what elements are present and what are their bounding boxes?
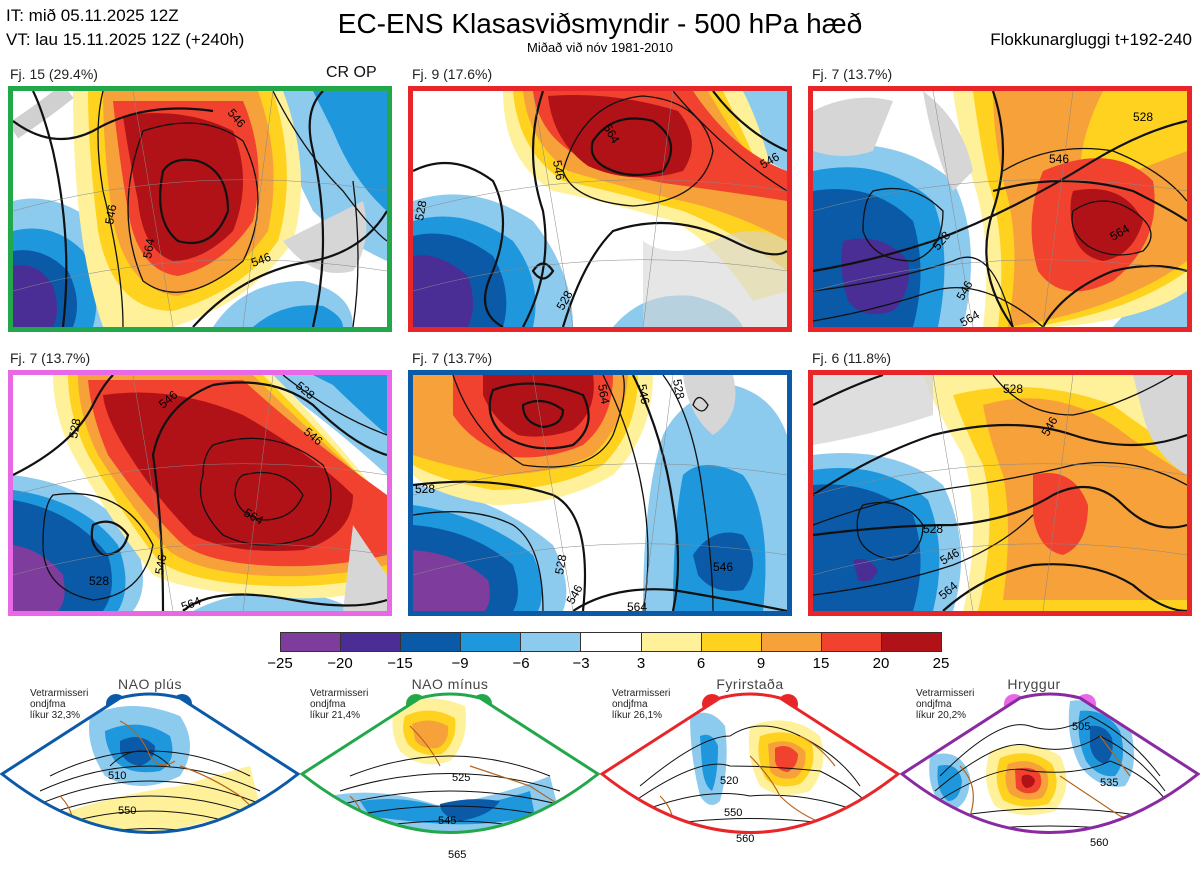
regime-blocking: Fyrirstaða Vetrarmisseri ondjfma líkur 2… [600,676,900,871]
regime-months: ondjfma [310,699,346,710]
regime-info: Vetrarmisseri ondjfma líkur 21,4% [310,688,368,721]
regime-title: Hryggur [1007,676,1061,692]
regime-contour-label: 510 [108,770,126,782]
colorbar-bin [641,633,702,651]
contour-label: 528 [552,553,569,575]
regime-contour-label: 525 [452,772,470,784]
colorbar-tick: 15 [812,655,830,672]
regime-season: Vetrarmisseri [612,688,671,699]
regime-info: Vetrarmisseri ondjfma líkur 26,1% [612,688,670,721]
colorbar-tick: 20 [872,655,890,672]
colorbar-bin [881,633,942,651]
colorbar-bin [701,633,762,651]
cluster-5-label: Fj. 7 (13.7%) [412,350,493,366]
contour-label: 546 [550,159,567,181]
contour-label: 546 [1049,152,1069,166]
regime-ridge: Hryggur Vetrarmisseri ondjfma líkur 20,2… [900,676,1200,871]
colorbar-bin [761,633,822,651]
cluster-3-label: Fj. 7 (13.7%) [812,66,893,82]
regime-months: ondjfma [30,699,66,710]
contour-label: 564 [595,383,612,405]
regime-prob: líkur 21,4% [310,710,361,721]
colorbar-bin [521,633,582,651]
contour-label: 528 [413,199,429,221]
colorbar-tick: −9 [451,655,469,672]
contour-label: 528 [66,417,83,439]
colorbar-tick: 25 [932,655,950,672]
regime-nao-minus: NAO mínus Vetrarmisseri ondjfma líkur 21… [300,676,600,871]
contour-label: 528 [415,482,435,496]
regime-info: Vetrarmisseri ondjfma líkur 32,3% [30,688,88,721]
regime-contour-label: 550 [724,807,742,819]
regime-months: ondjfma [916,699,952,710]
cluster-6-map: 528 528 546 546 564 [808,370,1192,616]
contour-label: 528 [670,378,687,400]
cluster-4-label: Fj. 7 (13.7%) [10,350,91,366]
contour-label: 528 [923,522,943,536]
contour-label: 564 [140,237,157,259]
regime-contour-label: 505 [1072,721,1090,733]
colorbar-bin [461,633,522,651]
regime-contour-label: 535 [1100,777,1118,789]
anomaly-colorbar [280,632,942,652]
colorbar-bin [341,633,402,651]
regime-months: ondjfma [612,699,648,710]
colorbar-tick: 9 [756,655,766,672]
regime-title: Fyrirstaða [716,676,784,692]
contour-label: 564 [179,594,203,611]
colorbar-tick: −6 [512,655,530,672]
regime-contour-label: 520 [720,775,738,787]
contour-label: 546 [713,560,733,574]
regime-contour-label: 560 [1090,837,1108,849]
page-subtitle: Miðað við nóv 1981-2010 [527,40,673,55]
contour-label: 528 [1003,382,1023,396]
cluster-2-map: 564 546 546 528 528 [408,86,792,332]
regime-title: NAO mínus [411,676,489,692]
valid-time: VT: lau 15.11.2025 12Z (+240h) [6,30,245,49]
init-time: IT: mið 05.11.2025 12Z [6,6,179,25]
regime-nao-plus: NAO plús Vetrarmisseri ondjfma líkur 32,… [0,676,300,871]
regime-prob: líkur 26,1% [612,710,663,721]
colorbar-tick: −3 [572,655,590,672]
cluster-1-label: Fj. 15 (29.4%) [10,66,98,82]
regime-prob: líkur 20,2% [916,710,967,721]
contour-label: 546 [152,553,169,575]
cluster-1-tag: CR OP [326,64,377,81]
regime-info: Vetrarmisseri ondjfma líkur 20,2% [916,688,974,721]
cluster-3-map: 528 546 564 528 546 564 [808,86,1192,332]
cluster-5-map: 528 528 546 546 564 564 546 528 [408,370,792,616]
contour-label: 528 [1133,110,1153,124]
regime-title: NAO plús [118,676,182,692]
regime-season: Vetrarmisseri [916,688,975,699]
colorbar-tick: −15 [387,655,413,672]
cluster-4-map: 528 528 546 546 564 528 546 564 [8,370,392,616]
colorbar-tick: −25 [267,655,293,672]
header-run-times: IT: mið 05.11.2025 12Z VT: lau 15.11.202… [6,4,244,52]
contour-label: 546 [635,383,652,405]
regime-season: Vetrarmisseri [30,688,89,699]
colorbar-bin [401,633,462,651]
colorbar-bin [821,633,882,651]
contour-label: 546 [102,203,119,225]
regime-contour-label: 545 [438,815,456,827]
regime-season: Vetrarmisseri [310,688,369,699]
page-title: EC-ENS Klasasviðsmyndir - 500 hPa hæð [337,8,863,39]
cluster-6-label: Fj. 6 (11.8%) [812,350,892,366]
regime-contour-label: 560 [736,833,754,845]
colorbar-tick: −20 [327,655,353,672]
contour-label: 564 [627,600,647,611]
regime-prob: líkur 32,3% [30,710,81,721]
cluster-1-map: 546 546 546 564 [8,86,392,332]
cluster-2-label: Fj. 9 (17.6%) [412,66,493,82]
contour-label: 528 [89,574,109,588]
colorbar-bin [581,633,642,651]
colorbar-bin [281,633,342,651]
contour-label: 546 [249,250,273,270]
regime-contour-label: 550 [118,805,136,817]
regime-contour-label: 565 [448,849,466,861]
colorbar-tick: 6 [696,655,706,672]
colorbar-tick: 3 [636,655,646,672]
classification-window: Flokkunargluggi t+192-240 [990,30,1192,49]
